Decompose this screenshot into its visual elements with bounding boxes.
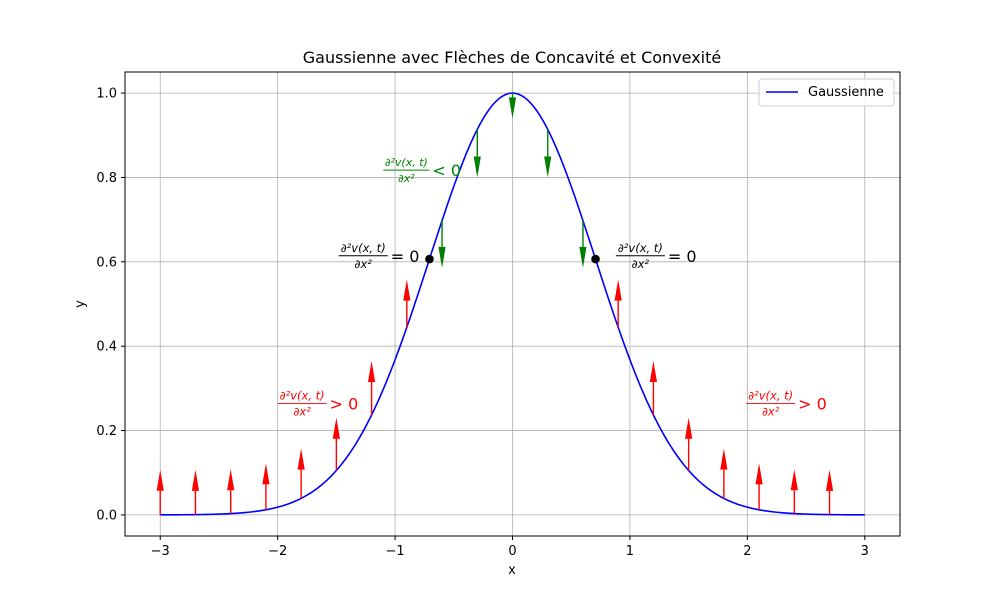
y-tick-label: 0.0: [96, 508, 117, 523]
arrow-head: [825, 469, 834, 491]
arrow-head: [262, 463, 270, 485]
convexity-arrow: [156, 469, 164, 515]
convexity-arrow: [825, 469, 834, 515]
annotation-numerator: ∂²v(x, t): [618, 241, 663, 255]
annotation-convex-right: ∂²v(x, t) ∂x² > 0: [746, 388, 827, 418]
annotation-numerator: ∂²v(x, t): [385, 156, 428, 169]
annotation-numerator: ∂²v(x, t): [748, 388, 793, 402]
y-tick-label: 0.6: [96, 255, 117, 270]
arrow-head: [685, 417, 693, 439]
y-tick-label: 0.2: [96, 424, 117, 439]
arrow-head: [508, 97, 517, 119]
annotation-relation: < 0: [432, 161, 461, 180]
concavity-arrow: [473, 129, 481, 178]
convexity-arrow: [367, 360, 376, 415]
x-tick-label: 2: [743, 544, 751, 559]
arrow-head: [191, 469, 200, 491]
legend-box: [758, 78, 895, 107]
annotation-relation: > 0: [330, 394, 359, 413]
x-tick-label: −2: [268, 544, 287, 559]
arrow-head: [367, 360, 376, 382]
concavity-arrow: [508, 93, 517, 119]
annotation-denominator: ∂x²: [632, 257, 650, 271]
convexity-arrow: [297, 448, 305, 499]
arrow-head: [720, 448, 728, 470]
arrow-head: [332, 417, 340, 439]
x-tick-label: 3: [861, 544, 869, 559]
y-tick-label: 1.0: [96, 87, 117, 102]
convexity-arrow: [755, 463, 763, 510]
plot-area: [156, 92, 865, 516]
concavity-arrow: [579, 220, 587, 268]
legend: Gaussienne: [758, 78, 895, 107]
y-tick-label: 0.8: [96, 171, 117, 186]
chart-title: Gaussienne avec Flèches de Concavité et …: [303, 48, 721, 67]
convexity-arrow: [685, 417, 693, 471]
annotation-relation: > 0: [798, 394, 827, 413]
arrow-head: [438, 246, 446, 268]
arrow-head: [227, 469, 235, 491]
convexity-arrow: [332, 417, 340, 471]
x-tick-label: −1: [385, 544, 404, 559]
concavity-arrow: [544, 129, 552, 178]
annotation-denominator: ∂x²: [762, 404, 780, 418]
arrow-head: [156, 469, 164, 491]
convexity-arrow: [227, 469, 235, 514]
arrow-head: [473, 156, 481, 178]
y-tick-label: 0.4: [96, 340, 117, 355]
annotation-concave: ∂²v(x, t) ∂x² < 0: [383, 156, 461, 185]
arrow-head: [297, 448, 305, 470]
convexity-arrow: [790, 469, 798, 514]
annotation-infl-left: ∂²v(x, t) ∂x² = 0: [338, 241, 420, 271]
annotation-numerator: ∂²v(x, t): [341, 241, 386, 255]
legend-label-gaussienne: Gaussienne: [808, 85, 884, 100]
annotation-denominator: ∂x²: [355, 257, 373, 271]
x-tick-label: −3: [151, 544, 170, 559]
annotation-denominator: ∂x²: [293, 404, 311, 418]
convexity-arrow: [191, 469, 200, 515]
annotation-relation: = 0: [668, 247, 697, 266]
arrow-head: [544, 156, 552, 178]
inflection-point: [425, 254, 434, 264]
annotation-relation: = 0: [391, 247, 420, 266]
arrow-head: [579, 246, 587, 268]
convexity-arrow: [614, 279, 622, 328]
concavity-arrow: [438, 220, 446, 268]
series-line-gaussienne: [160, 92, 865, 516]
arrow-head: [649, 360, 658, 382]
convexity-arrow: [649, 360, 658, 415]
grid-lines: [125, 72, 900, 536]
x-tick-label: 1: [626, 544, 634, 559]
axis-ticks: −3 −2 −1 0 1 2 3 0.0 0.2 0.4 0.6 0.8 1.0: [96, 87, 869, 559]
inflection-point: [591, 254, 600, 264]
annotations: ∂²v(x, t)∂x² < 0∂²v(x, t)∂x² = 0 ∂²v(x, t)∂…: [277, 156, 827, 418]
annotation-numerator: ∂²v(x, t): [280, 388, 325, 402]
annotation-infl-right: ∂²v(x, t) ∂x² = 0: [615, 241, 697, 271]
convexity-arrow: [262, 463, 270, 510]
annotation-denominator: ∂x²: [398, 172, 415, 185]
x-tick-label: 0: [508, 544, 516, 559]
convexity-arrow: [403, 279, 411, 328]
convexity-arrow: [720, 448, 728, 499]
x-axis-label: x: [508, 563, 516, 578]
arrow-head: [403, 279, 411, 301]
annotation-convex-left: ∂²v(x, t) ∂x² > 0: [277, 388, 359, 418]
arrow-head: [790, 469, 798, 491]
arrow-head: [614, 279, 622, 301]
y-axis-label: y: [73, 300, 88, 308]
arrow-head: [755, 463, 763, 485]
